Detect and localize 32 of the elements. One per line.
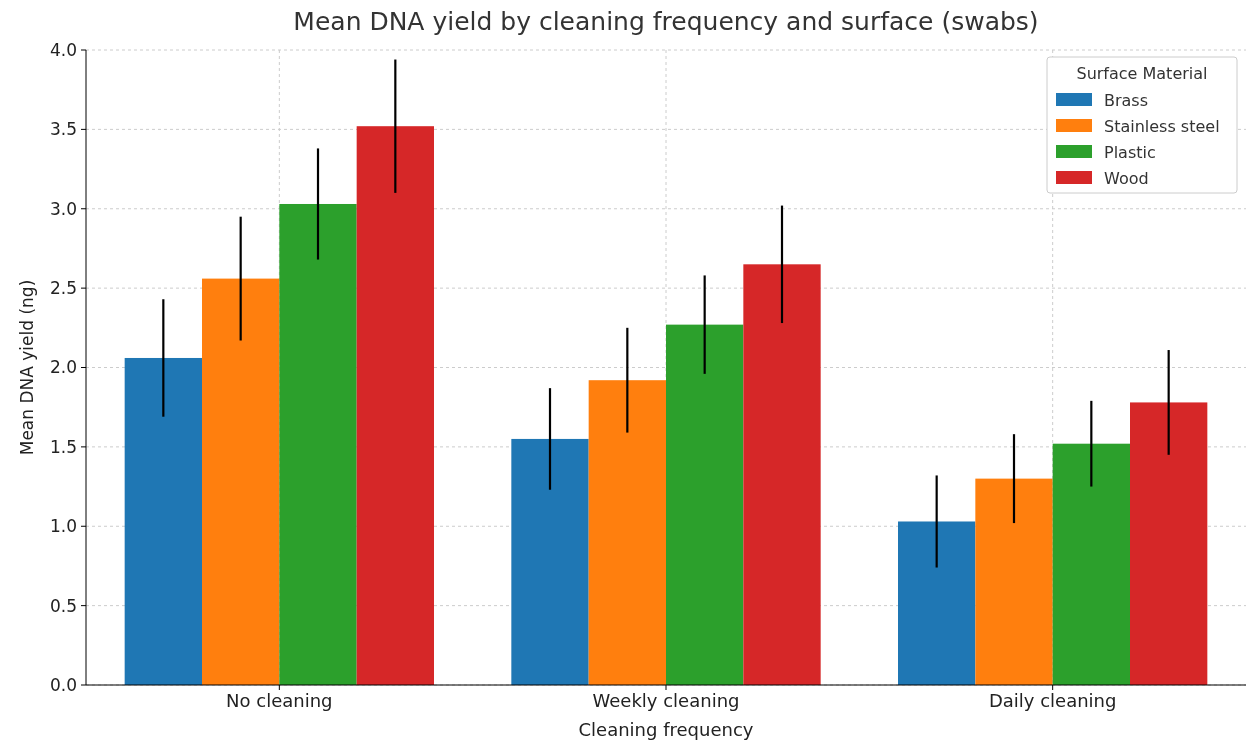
bar	[356, 126, 434, 685]
legend-label: Wood	[1104, 168, 1149, 188]
bar	[279, 203, 357, 685]
y-tick-label: 3.0	[49, 198, 77, 219]
y-tick-label: 4.0	[49, 39, 77, 60]
x-axis-title: Cleaning frequency	[578, 719, 754, 740]
bar	[1130, 402, 1208, 685]
y-tick-label: 1.0	[49, 516, 77, 537]
legend-label: Brass	[1104, 90, 1149, 110]
x-tick-label: No cleaning	[226, 690, 333, 711]
bar	[666, 324, 744, 685]
bar	[202, 278, 280, 685]
x-tick-label: Daily cleaning	[988, 690, 1117, 711]
bar	[588, 380, 666, 685]
bar	[898, 521, 976, 685]
y-axis-title: Mean DNA yield (ng)	[17, 279, 37, 456]
y-tick-label: 1.5	[49, 436, 77, 457]
y-tick-label: 0.5	[49, 595, 77, 616]
bar	[743, 264, 821, 685]
bar	[1052, 443, 1130, 685]
y-tick-label: 3.5	[49, 119, 77, 140]
legend-label: Plastic	[1104, 142, 1156, 162]
legend-label: Stainless steel	[1104, 116, 1220, 136]
y-tick-label: 2.0	[49, 357, 77, 378]
chart-title: Mean DNA yield by cleaning frequency and surface (swabs)	[293, 7, 1039, 36]
y-tick-label: 2.5	[49, 278, 77, 299]
bar	[124, 357, 202, 685]
y-tick-label: 0.0	[49, 674, 77, 695]
legend-title: Surface Material	[1076, 64, 1208, 83]
x-tick-label: Weekly cleaning	[592, 690, 740, 711]
bar	[511, 438, 589, 685]
bar	[975, 478, 1053, 685]
